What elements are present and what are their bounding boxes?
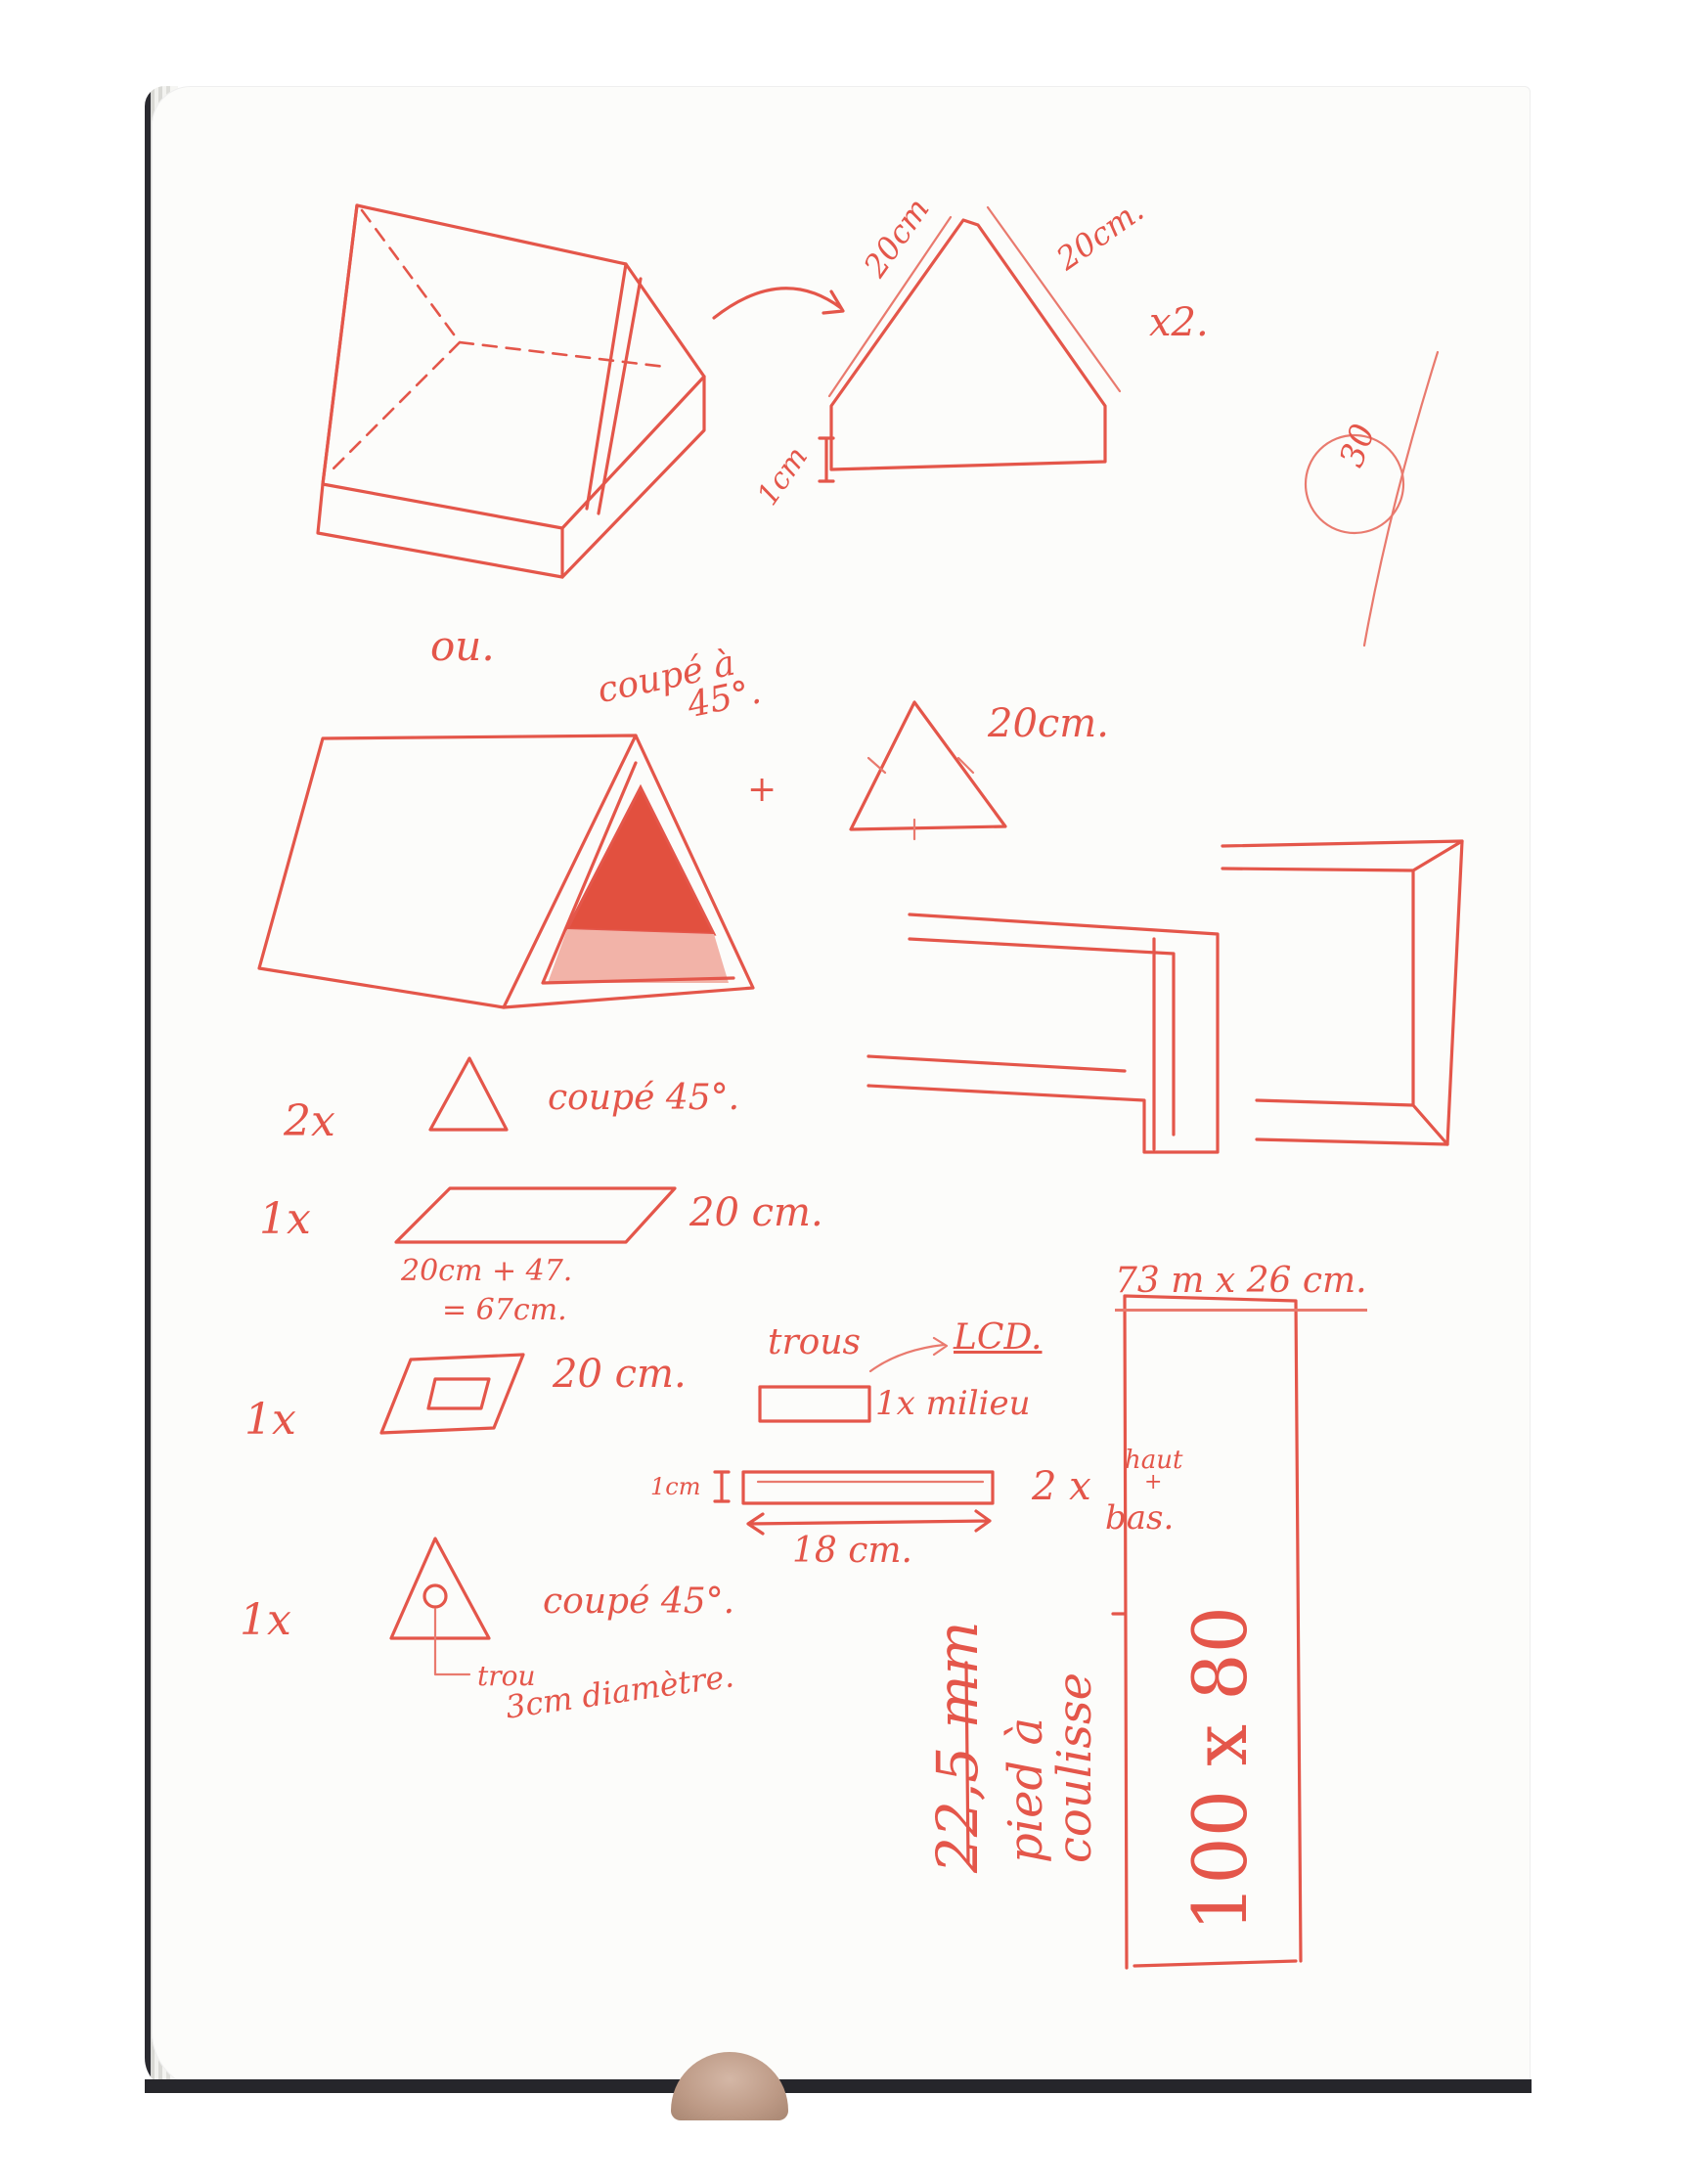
label-haut: haut: [1125, 1446, 1183, 1475]
triangle-hole-part-icon: [389, 1537, 491, 1640]
row2-calc-2: = 67cm.: [442, 1293, 567, 1327]
slat-height-arrow: [713, 1470, 731, 1503]
lcd-part-icon: [758, 1385, 871, 1423]
frame-corner-left: [866, 913, 1220, 1154]
label-plus: +: [747, 770, 777, 810]
row2-dim: 20 cm.: [689, 1190, 823, 1235]
label-haut-plus: +: [1144, 1470, 1163, 1494]
margin-scribble: [1304, 350, 1440, 647]
label-times-two: x2.: [1149, 300, 1209, 345]
row4-desc: coupé 45°.: [543, 1582, 735, 1622]
row4-qty: 1x: [240, 1595, 291, 1645]
prism-box-drawing: [316, 203, 706, 579]
panel-part-icon: [379, 1353, 525, 1435]
hole-arrow: [433, 1607, 471, 1676]
slat-part-icon: [741, 1470, 995, 1505]
label-trou: trou: [477, 1660, 536, 1692]
row3-dim: 20 cm.: [553, 1352, 687, 1397]
slat-qty: 2 x: [1032, 1464, 1091, 1509]
label-milieu: 1x milieu: [875, 1384, 1031, 1423]
label-board-100x80: 100 x 80: [1177, 1606, 1264, 1932]
small-triangle-drawing: [849, 700, 1007, 841]
mm-divider-line: [964, 1661, 970, 1865]
label-pied: pied à: [999, 1716, 1053, 1863]
row1-desc: coupé 45°.: [548, 1078, 740, 1118]
slat-length: 18 cm.: [792, 1531, 912, 1571]
lcd-arrow: [868, 1336, 949, 1373]
slat-length-arrow: [746, 1509, 992, 1536]
tent-drawing: [257, 734, 755, 1009]
table-edge: [145, 2079, 1532, 2093]
board-100x80-drawing: [1123, 1294, 1303, 1970]
label-triangle-20cm: 20cm.: [988, 701, 1109, 746]
row2-calc-1: 20cm + 47.: [401, 1254, 573, 1288]
label-slat-1cm: 1cm: [650, 1473, 701, 1500]
label-lcd: LCD.: [954, 1317, 1043, 1358]
triangle-part-icon: [428, 1056, 509, 1132]
label-bas: bas.: [1105, 1498, 1175, 1538]
label-ou: ou.: [430, 622, 495, 670]
row3-qty: 1x: [244, 1395, 296, 1445]
label-trous: trous: [768, 1322, 862, 1362]
total-dimension: 73 m x 26 cm.: [1115, 1264, 1367, 1312]
row1-qty: 2x: [284, 1096, 335, 1146]
label-coulisse: coulisse: [1047, 1671, 1102, 1863]
frame-corner-right: [1221, 839, 1464, 1146]
label-mm: 22,5 mm: [924, 1621, 991, 1873]
board-part-icon: [394, 1186, 677, 1244]
row2-qty: 1x: [259, 1194, 311, 1244]
triangle-frame-drawing: [712, 205, 1122, 483]
